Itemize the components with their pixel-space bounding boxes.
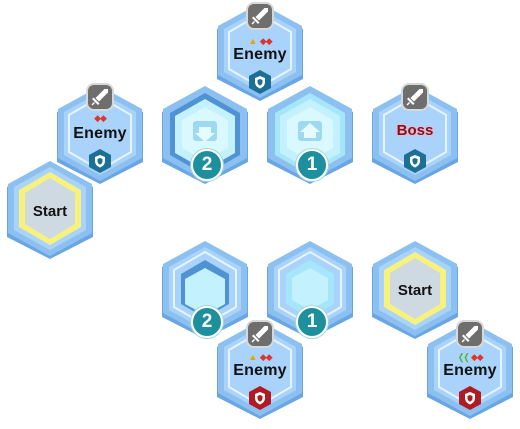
hex-tile-bg xyxy=(7,161,93,259)
portal-tile-1[interactable]: 1 xyxy=(260,85,360,185)
portal-number-badge: 2 xyxy=(191,306,223,338)
portal-tile-2-bottom[interactable]: 2 xyxy=(155,240,255,340)
start-tile[interactable]: Start xyxy=(0,160,100,260)
start-tile-bottom[interactable]: Start xyxy=(365,240,465,340)
diamond-icon: ◆◆ xyxy=(470,352,484,362)
hex-tile-bg xyxy=(162,241,248,339)
enemy-markers: ▲ ◆◆ xyxy=(210,352,310,362)
enemy-label: Enemy xyxy=(73,125,127,142)
start-label: Start xyxy=(397,282,433,299)
enemy-label: Enemy xyxy=(233,46,287,63)
sword-icon xyxy=(458,322,482,346)
diamond-icon: ◆◆ xyxy=(259,36,273,46)
sword-icon xyxy=(403,85,427,109)
arrow-up-icon xyxy=(298,121,322,141)
enemy-tile-top[interactable]: ▲ ◆◆ Enemy xyxy=(210,2,310,102)
shield-icon xyxy=(459,386,481,410)
boss-label: Boss xyxy=(396,122,434,139)
hex-tile-bg xyxy=(162,86,248,184)
boss-tile[interactable]: Boss xyxy=(365,85,465,185)
enemy-markers: ◆◆ xyxy=(50,113,150,123)
warning-icon: ▲ xyxy=(248,352,258,362)
portal-number-badge: 1 xyxy=(296,306,328,338)
warning-icon: ▲ xyxy=(248,36,258,46)
start-label: Start xyxy=(32,203,68,220)
portal-tile-2[interactable]: 2 xyxy=(155,85,255,185)
enemy-label: Enemy xyxy=(233,362,287,379)
shield-icon xyxy=(249,386,271,410)
diamond-icon: ◆◆ xyxy=(259,352,273,362)
sword-icon xyxy=(88,85,112,109)
enemy-tile-left[interactable]: ◆◆ Enemy xyxy=(50,85,150,185)
shield-icon xyxy=(404,149,426,173)
sword-icon xyxy=(248,4,272,28)
chevron-icon: ❬❬ xyxy=(457,352,470,362)
sword-icon xyxy=(248,322,272,346)
portal-tile-1-bottom[interactable]: 1 xyxy=(260,240,360,340)
enemy-tile-bottom-mid[interactable]: ▲ ◆◆ Enemy xyxy=(210,320,310,420)
portal-number-badge: 1 xyxy=(296,149,328,181)
enemy-label: Enemy xyxy=(443,362,497,379)
hex-tile-bg xyxy=(267,86,353,184)
portal-number-badge: 2 xyxy=(191,149,223,181)
diamond-icon: ◆◆ xyxy=(94,113,107,123)
enemy-markers: ▲ ◆◆ xyxy=(210,36,310,46)
hex-tile-bg xyxy=(372,241,458,339)
enemy-markers: ❬❬ ◆◆ xyxy=(420,352,520,362)
arrow-down-icon xyxy=(193,121,217,142)
enemy-tile-bottom-right[interactable]: ❬❬ ◆◆ Enemy xyxy=(420,320,520,420)
